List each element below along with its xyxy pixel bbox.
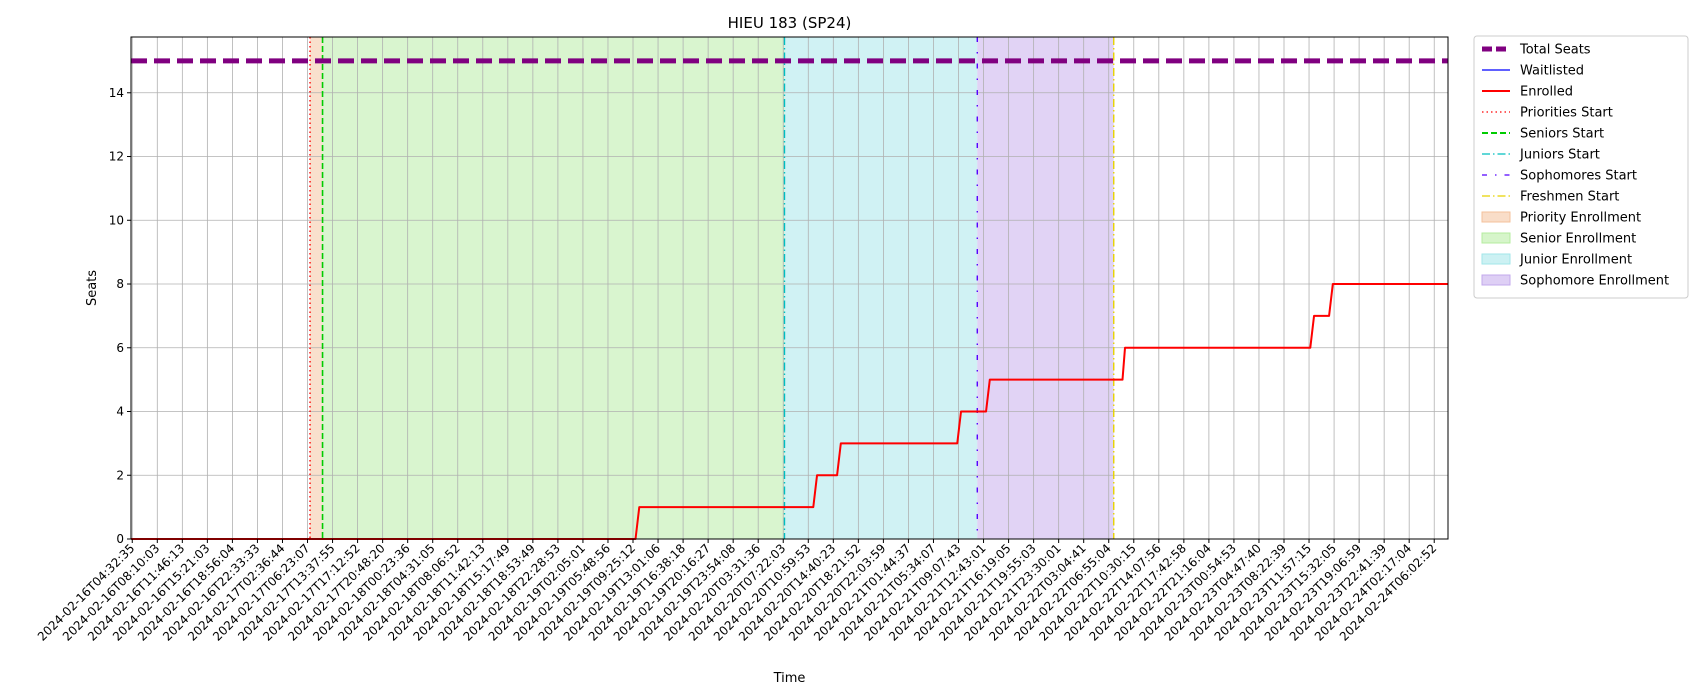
y-axis-label: Seats (85, 270, 100, 306)
series-enrolled (131, 283, 1448, 540)
legend-label: Sophomore Enrollment (1520, 274, 1669, 289)
legend: Total Seats Waitlisted Enrolled Priorities … (1473, 35, 1689, 299)
legend-label: Priorities Start (1520, 106, 1613, 121)
legend-label: Seniors Start (1520, 127, 1604, 142)
legend-label: Sophomores Start (1520, 169, 1637, 184)
plot-frame (130, 36, 1449, 540)
phase-start-markers (309, 37, 1115, 539)
legend-box (1473, 35, 1689, 299)
legend-label: Total Seats (1519, 43, 1591, 58)
region-junior-enrollment (784, 37, 978, 539)
y-tick-label: 2 (116, 468, 124, 482)
chart-title: HIEU 183 (SP24) (728, 14, 852, 32)
y-tick-label: 0 (116, 532, 124, 546)
legend-label: Juniors Start (1519, 148, 1600, 163)
region-priority-enrollment (310, 37, 323, 539)
legend-label: Waitlisted (1520, 64, 1584, 79)
legend-label: Junior Enrollment (1519, 253, 1632, 268)
legend-swatch (1481, 274, 1511, 286)
y-tick-label: 4 (116, 405, 124, 419)
legend-swatch (1481, 253, 1511, 265)
x-axis-label: Time (773, 671, 806, 686)
region-sophomore-enrollment (977, 37, 1114, 539)
legend-label: Priority Enrollment (1520, 211, 1641, 226)
y-tick-label: 6 (116, 341, 124, 355)
legend-swatch (1481, 211, 1511, 223)
grid-lines (131, 37, 1448, 540)
data-series (131, 58, 1448, 540)
legend-label: Enrolled (1520, 85, 1573, 100)
y-tick-label: 12 (109, 150, 124, 164)
legend-swatch (1481, 232, 1511, 244)
enrollment-regions (310, 37, 1114, 539)
legend-label: Senior Enrollment (1520, 232, 1636, 247)
region-senior-enrollment (322, 37, 785, 539)
y-tick-label: 10 (109, 213, 124, 227)
y-tick-label: 14 (109, 86, 124, 100)
y-axis-ticks: 0 2 4 6 8 10 12 14 (109, 86, 131, 546)
legend-label: Freshmen Start (1520, 190, 1619, 205)
x-axis-ticks: 2024-02-16T04:32:352024-02-16T08:10:0320… (35, 539, 1439, 644)
y-tick-label: 8 (116, 277, 124, 291)
